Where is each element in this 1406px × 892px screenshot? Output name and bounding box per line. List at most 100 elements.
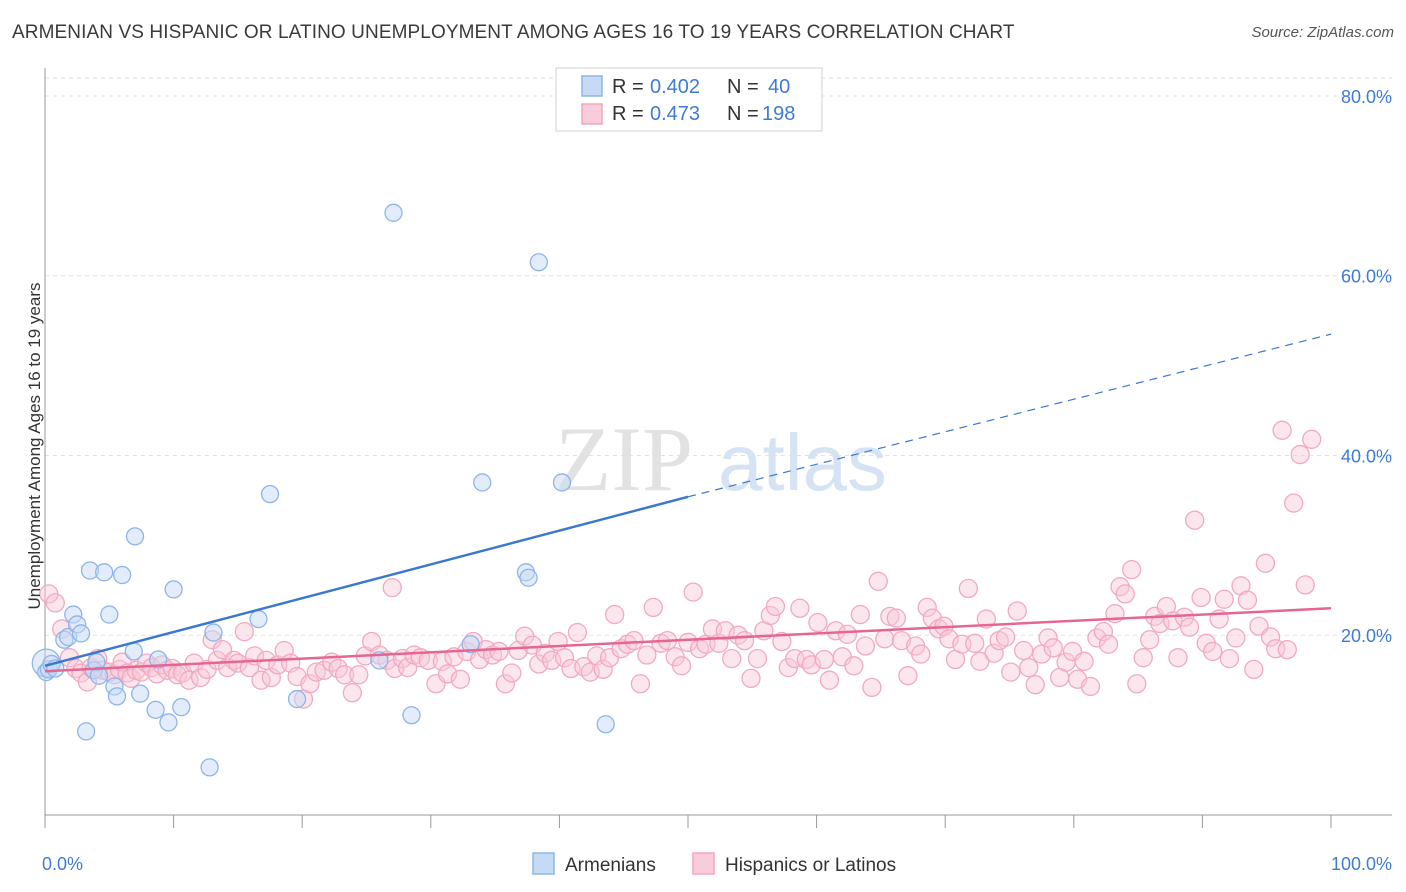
hispanic-point-112 <box>722 648 742 669</box>
hispanic-point-141 <box>898 666 918 686</box>
armenian-point-41 <box>596 715 615 734</box>
legend-r-label-1: R = <box>612 76 644 98</box>
hispanic-point-198 <box>1237 590 1258 610</box>
y-axis-label: Unemployment Among Ages 16 to 19 years <box>25 283 44 610</box>
hispanic-point-154 <box>976 609 997 629</box>
legend-r-value-1: 0.402 <box>650 76 700 98</box>
legend-n-value-1: 40 <box>768 76 790 98</box>
hispanic-point-98 <box>630 674 651 694</box>
hispanic-point-174 <box>1098 634 1119 654</box>
armenian-point-20 <box>125 527 145 546</box>
hispanic-point-137 <box>875 629 895 649</box>
hispanic-point-136 <box>868 571 888 591</box>
hispanic-point-36 <box>234 621 254 642</box>
hispanic-point-158 <box>1001 662 1021 682</box>
hispanic-point-190 <box>1191 587 1211 608</box>
correlation-legend: R = 0.402 N = 40 R = 0.473 N = 198 <box>555 67 823 132</box>
y-tick-label-0: 20.0% <box>1341 626 1392 646</box>
hispanic-point-177 <box>1115 584 1135 604</box>
hispanic-point-151 <box>958 578 978 599</box>
hispanic-point-86 <box>554 648 575 668</box>
hispanic-point-106 <box>683 582 703 602</box>
hispanic-point-186 <box>1168 648 1188 668</box>
hispanic-point-126 <box>808 613 828 633</box>
y-tick-label-2: 60.0% <box>1341 267 1392 287</box>
armenian-point-25 <box>164 580 183 599</box>
armenian-point-18 <box>113 565 132 585</box>
hispanic-point-114 <box>734 630 755 651</box>
armenian-point-26 <box>172 697 191 717</box>
hispanic-point-1 <box>45 593 65 613</box>
hispanic-point-201 <box>1255 553 1276 573</box>
hispanic-point-199 <box>1244 659 1264 680</box>
legend-r-label-2: R = <box>612 103 644 125</box>
hispanic-point-54 <box>349 665 369 685</box>
hispanic-point-116 <box>747 648 768 669</box>
armenian-point-13 <box>89 666 109 685</box>
hispanic-point-202 <box>1260 627 1281 647</box>
hispanic-point-188 <box>1179 617 1200 637</box>
armenian-point-35 <box>461 635 480 654</box>
hispanic-point-180 <box>1133 648 1153 668</box>
hispanic-point-62 <box>398 657 418 678</box>
hispanic-point-70 <box>450 669 471 689</box>
hispanic-point-48 <box>306 662 326 682</box>
x-tick-label-1: 100.0% <box>1331 854 1392 874</box>
legend-swatch-armenians <box>581 75 603 97</box>
hispanic-point-160 <box>1013 640 1034 661</box>
hispanic-point-133 <box>850 604 870 625</box>
armenian-point-31 <box>287 689 307 709</box>
armenian-point-38 <box>519 568 538 587</box>
armenian-trend-extension <box>687 333 1332 498</box>
watermark-zip: ZIP <box>555 408 693 510</box>
hispanic-point-119 <box>765 596 786 617</box>
hispanic-point-59 <box>382 577 402 598</box>
hispanic-point-152 <box>965 633 985 653</box>
y-tick-label-1: 40.0% <box>1341 446 1392 466</box>
hispanic-point-128 <box>819 670 840 690</box>
hispanic-point-135 <box>862 677 882 698</box>
hispanic-point-78 <box>502 663 522 683</box>
hispanic-point-161 <box>1019 657 1039 678</box>
armenian-point-33 <box>384 203 403 222</box>
chart-title: ARMENIAN VS HISPANIC OR LATINO UNEMPLOYM… <box>12 22 1015 43</box>
hispanic-point-132 <box>844 656 864 676</box>
armenian-point-29 <box>249 609 268 629</box>
armenian-point-17 <box>107 687 127 706</box>
hispanic-point-155 <box>984 643 1004 663</box>
tick-labels: 20.0% 40.0% 60.0% 80.0% 0.0% 100.0% <box>42 87 1392 874</box>
hispanic-point-205 <box>1277 639 1297 660</box>
armenian-point-34 <box>402 706 421 725</box>
bottom-legend-swatch-armenians <box>532 852 555 875</box>
hispanic-points <box>39 420 1322 709</box>
hispanic-point-138 <box>880 606 900 627</box>
hispanic-point-159 <box>1007 601 1027 621</box>
hispanic-point-204 <box>1272 420 1292 440</box>
y-tick-label-3: 80.0% <box>1341 87 1392 107</box>
hispanic-point-208 <box>1295 575 1315 595</box>
hispanic-point-85 <box>548 631 568 652</box>
legend-n-label-2: N = <box>727 103 759 125</box>
bottom-legend-label-armenians: Armenians <box>565 855 656 876</box>
hispanic-point-37 <box>239 657 260 678</box>
axes <box>44 68 1392 828</box>
hispanic-point-144 <box>917 597 937 618</box>
hispanic-point-41 <box>261 667 281 688</box>
hispanic-point-94 <box>605 604 625 625</box>
hispanic-point-100 <box>643 597 663 618</box>
hispanic-point-88 <box>567 622 588 643</box>
hispanic-point-179 <box>1127 674 1147 694</box>
hispanic-point-140 <box>891 630 912 651</box>
hispanic-point-134 <box>855 636 876 656</box>
armenian-point-39 <box>529 253 548 272</box>
hispanic-point-52 <box>334 665 355 685</box>
armenian-point-22 <box>146 700 165 719</box>
legend-n-label-1: N = <box>727 76 759 98</box>
hispanic-point-192 <box>1203 641 1223 662</box>
hispanic-point-207 <box>1290 444 1310 465</box>
hispanic-point-49 <box>314 660 334 680</box>
legend-n-value-2: 198 <box>762 103 795 125</box>
source-credit: Source: ZipAtlas.com <box>1251 24 1394 41</box>
armenian-point-21 <box>131 684 150 703</box>
hispanic-point-170 <box>1074 651 1094 671</box>
